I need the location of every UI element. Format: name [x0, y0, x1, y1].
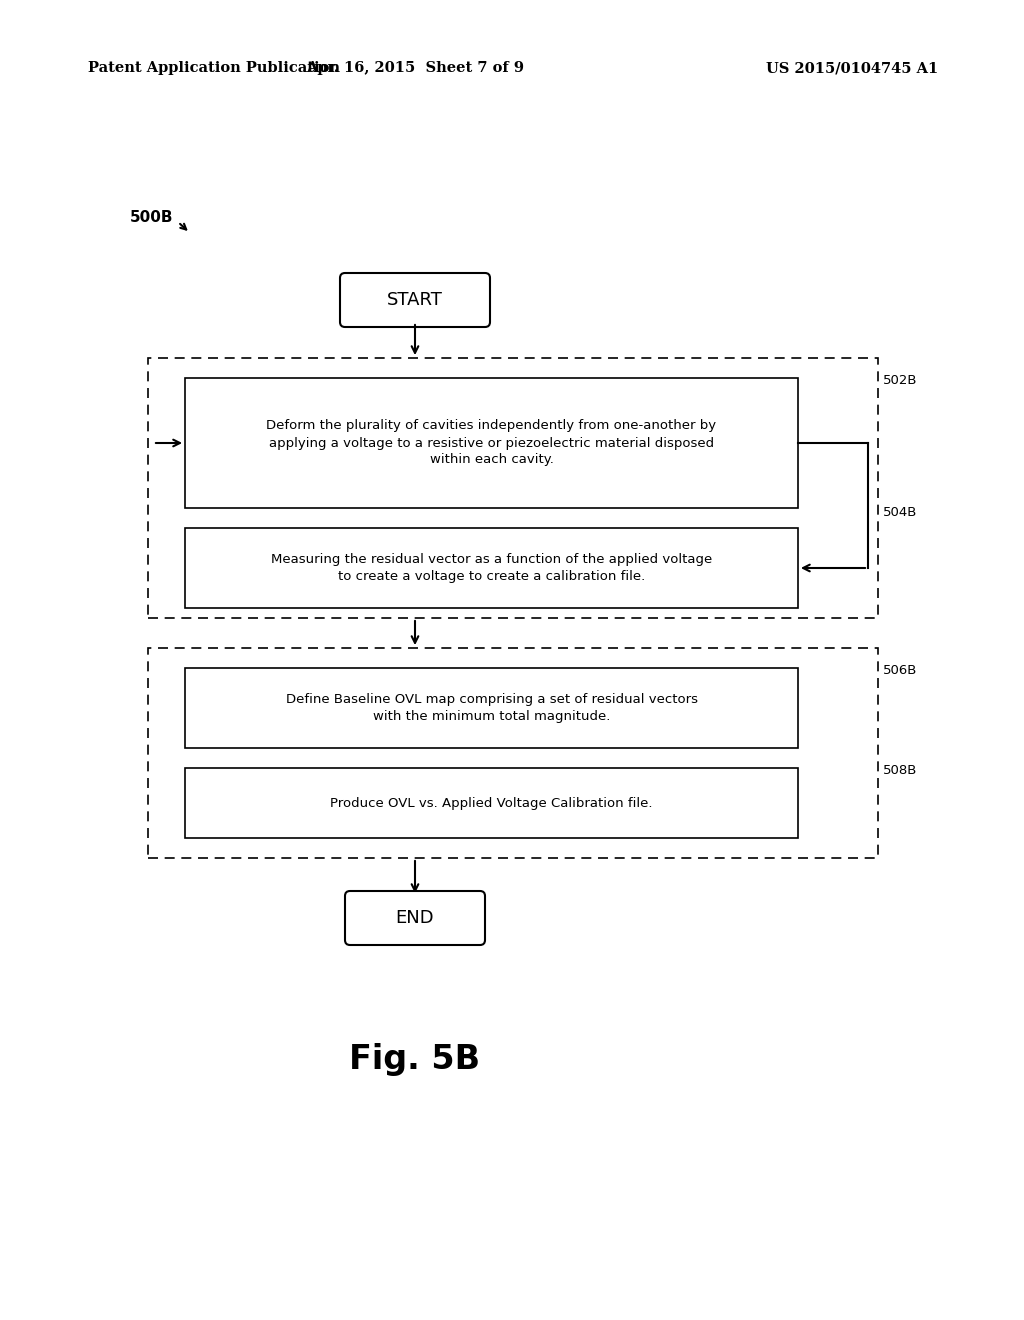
Text: START: START	[387, 290, 443, 309]
Text: Define Baseline OVL map comprising a set of residual vectors
with the minimum to: Define Baseline OVL map comprising a set…	[286, 693, 697, 723]
Text: Deform the plurality of cavities independently from one-another by
applying a vo: Deform the plurality of cavities indepen…	[266, 420, 717, 466]
Text: 504B: 504B	[883, 507, 918, 520]
Text: Produce OVL vs. Applied Voltage Calibration file.: Produce OVL vs. Applied Voltage Calibrat…	[331, 796, 652, 809]
Bar	[148, 648, 878, 858]
Bar	[185, 528, 798, 609]
Text: 500B: 500B	[130, 210, 173, 226]
Text: 502B: 502B	[883, 374, 918, 387]
Bar	[148, 358, 878, 618]
FancyBboxPatch shape	[340, 273, 490, 327]
Bar	[185, 768, 798, 838]
Text: Patent Application Publication: Patent Application Publication	[88, 61, 340, 75]
Text: 506B: 506B	[883, 664, 918, 676]
Bar	[185, 668, 798, 748]
Text: 508B: 508B	[883, 763, 918, 776]
Text: US 2015/0104745 A1: US 2015/0104745 A1	[766, 61, 938, 75]
Text: Measuring the residual vector as a function of the applied voltage
to create a v: Measuring the residual vector as a funct…	[271, 553, 712, 583]
Text: Apr. 16, 2015  Sheet 7 of 9: Apr. 16, 2015 Sheet 7 of 9	[306, 61, 524, 75]
Bar	[185, 378, 798, 508]
Text: END: END	[395, 909, 434, 927]
Text: Fig. 5B: Fig. 5B	[349, 1044, 480, 1077]
FancyBboxPatch shape	[345, 891, 485, 945]
